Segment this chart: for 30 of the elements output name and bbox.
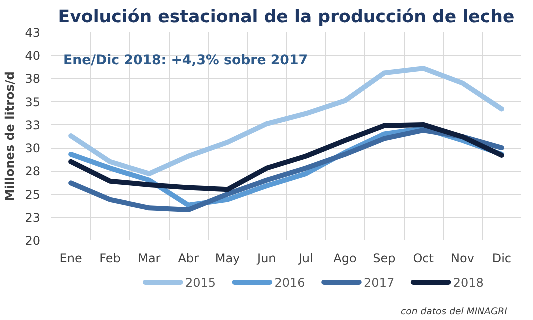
x-tick-label: Ene — [60, 252, 82, 266]
x-tick-label: May — [215, 252, 240, 266]
legend-label: 2018 — [453, 276, 484, 290]
annotation: Ene/Dic 2018: +4,3% sobre 2017 — [64, 54, 308, 68]
x-tick-label: Nov — [451, 252, 474, 266]
y-tick-label: 23 — [25, 210, 41, 225]
y-tick-label: 33 — [25, 118, 41, 132]
legend-label: 2016 — [274, 276, 306, 290]
x-tick-label: Ago — [334, 252, 357, 266]
y-tick-label: 25 — [25, 188, 41, 202]
x-tick-label: Jul — [298, 252, 314, 266]
y-tick-label: 35 — [25, 95, 41, 110]
y-tick-label: 43 — [25, 26, 41, 40]
legend-label: 2015 — [185, 276, 216, 290]
y-axis-title: Millones de litros/d — [3, 72, 18, 202]
x-tick-label: Sep — [373, 252, 396, 266]
y-tick-label: 30 — [25, 142, 41, 156]
x-tick-label: Abr — [178, 252, 200, 266]
y-tick-label: 28 — [25, 164, 41, 179]
legend-label: 2017 — [364, 276, 395, 290]
x-tick-label: Dic — [492, 252, 512, 266]
y-tick-label: 20 — [25, 234, 41, 248]
text: con datos del MINAGRI — [401, 306, 508, 318]
x-tick-label: Oct — [413, 252, 434, 266]
chart-title: Evolución estacional de la producción de leche — [58, 8, 515, 28]
x-tick-label: Jun — [256, 252, 276, 266]
x-tick-label: Mar — [138, 252, 161, 266]
y-tick-label: 38 — [25, 72, 41, 86]
y-tick-label: 40 — [25, 49, 41, 64]
x-tick-label: Feb — [100, 252, 121, 266]
